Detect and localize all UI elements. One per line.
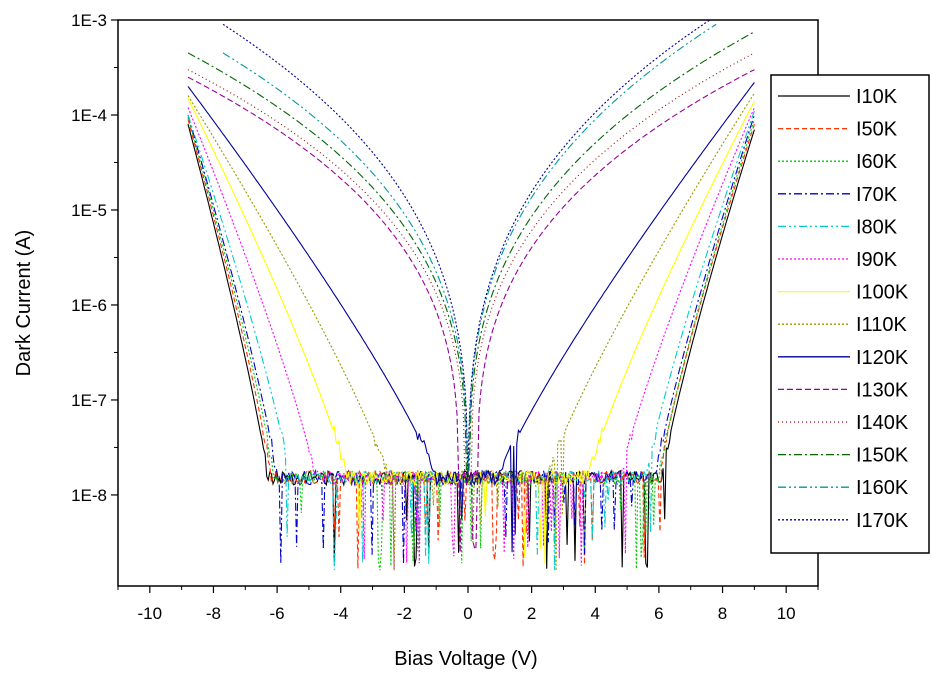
series-line-i50k xyxy=(187,119,755,569)
x-tick-label: 6 xyxy=(654,604,663,623)
curves-group xyxy=(187,20,755,571)
legend-label: I170K xyxy=(856,510,909,532)
legend-label: I100K xyxy=(856,282,909,304)
x-tick-label: -6 xyxy=(270,604,285,623)
y-tick-label: 1E-8 xyxy=(71,486,107,505)
series-line-i170k xyxy=(222,20,711,472)
y-tick-label: 1E-4 xyxy=(71,106,107,125)
series-line-i10k xyxy=(187,124,755,569)
series-line-i150k xyxy=(187,31,755,483)
series-line-i60k xyxy=(187,116,755,571)
legend-box xyxy=(770,74,930,554)
y-tick-label: 1E-3 xyxy=(71,11,107,30)
legend-label: I150K xyxy=(856,445,909,467)
x-tick-label: -8 xyxy=(206,604,221,623)
legend-label: I50K xyxy=(856,119,898,141)
x-tick-label: 2 xyxy=(527,604,536,623)
x-tick-label: -10 xyxy=(138,604,163,623)
x-tick-label: 10 xyxy=(777,604,796,623)
x-axis-title: Bias Voltage (V) xyxy=(394,648,537,670)
y-axis-title: Dark Current (A) xyxy=(13,230,35,377)
legend-label: I140K xyxy=(856,412,909,434)
legend: I10K I50K I60K I70K I80K I90K I100K I110K I120K I… xyxy=(770,74,930,554)
legend-label: I110K xyxy=(856,314,907,336)
series-line-i110k xyxy=(187,92,755,571)
y-tick-label: 1E-5 xyxy=(71,201,107,220)
y-tick-label: 1E-6 xyxy=(71,296,107,315)
series-line-i70k xyxy=(187,114,755,564)
x-tick-label: 0 xyxy=(463,604,472,623)
y-axis: 1E-8 1E-7 1E-6 1E-5 1E-4 1E-3 xyxy=(71,11,118,505)
legend-label: I90K xyxy=(856,249,898,271)
legend-label: I60K xyxy=(856,151,898,173)
legend-label: I10K xyxy=(856,86,898,108)
x-tick-label: 4 xyxy=(591,604,600,623)
legend-label: I70K xyxy=(856,184,898,206)
series-line-i160k xyxy=(222,23,717,472)
series-line-i80k xyxy=(187,110,755,571)
legend-label: I160K xyxy=(856,477,909,499)
x-tick-label: -2 xyxy=(397,604,412,623)
plot-frame xyxy=(117,19,819,587)
series-line-i90k xyxy=(187,107,755,570)
x-tick-label: 8 xyxy=(718,604,727,623)
x-axis: -10 -8 -6 -4 -2 0 2 4 6 8 10 xyxy=(117,586,819,623)
legend-label: I80K xyxy=(856,216,898,238)
x-tick-label: -4 xyxy=(333,604,348,623)
legend-label: I120K xyxy=(856,347,909,369)
series-line-i120k xyxy=(187,82,755,553)
y-tick-label: 1E-7 xyxy=(71,391,107,410)
legend-label: I130K xyxy=(856,379,909,401)
series-line-i130k xyxy=(187,69,755,553)
